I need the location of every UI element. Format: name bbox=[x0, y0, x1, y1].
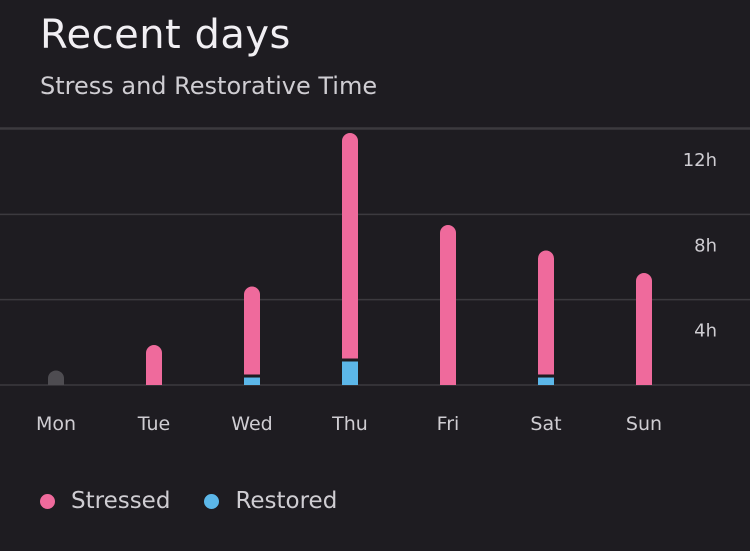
x-tick-label: Thu bbox=[331, 413, 368, 435]
bar-stressed bbox=[146, 345, 162, 385]
x-tick-label: Sat bbox=[530, 413, 561, 435]
bar-restored bbox=[244, 377, 260, 385]
x-tick-label: Mon bbox=[36, 413, 76, 435]
y-tick-label: 4h bbox=[694, 321, 717, 342]
x-tick-label: Tue bbox=[137, 413, 170, 435]
legend-dot-stressed bbox=[40, 493, 55, 509]
chart-legend: Stressed Restored bbox=[40, 488, 371, 514]
y-axis-ticks: 4h 8h 12h bbox=[683, 150, 717, 342]
bars bbox=[48, 133, 652, 385]
bar-stressed bbox=[636, 273, 652, 385]
bar-stressed bbox=[538, 250, 554, 375]
bar-stressed bbox=[244, 286, 260, 375]
legend-label-restored: Restored bbox=[235, 488, 338, 514]
legend-item-stressed: Stressed bbox=[40, 488, 170, 514]
y-tick-label: 8h bbox=[694, 235, 717, 256]
bar-restored bbox=[538, 377, 554, 385]
legend-item-restored: Restored bbox=[204, 488, 337, 514]
x-tick-label: Sun bbox=[626, 413, 662, 435]
legend-label-stressed: Stressed bbox=[71, 488, 171, 514]
grid-lines bbox=[0, 127, 750, 386]
x-tick-label: Fri bbox=[437, 413, 460, 435]
y-tick-label: 12h bbox=[683, 150, 717, 171]
bar-restored bbox=[342, 361, 358, 385]
chart-subtitle: Stress and Restorative Time bbox=[40, 72, 378, 100]
bar-stressed bbox=[440, 225, 456, 385]
bar-stressed bbox=[342, 133, 358, 359]
x-tick-label: Wed bbox=[231, 413, 272, 435]
stress-bar-chart: 4h 8h 12h Mon Tue Wed Thu Fri Sat Sun bbox=[0, 127, 750, 435]
page-title: Recent days bbox=[40, 12, 291, 58]
legend-dot-restored bbox=[204, 493, 220, 509]
bar-no-data bbox=[48, 370, 64, 385]
x-axis-labels: Mon Tue Wed Thu Fri Sat Sun bbox=[36, 413, 662, 435]
